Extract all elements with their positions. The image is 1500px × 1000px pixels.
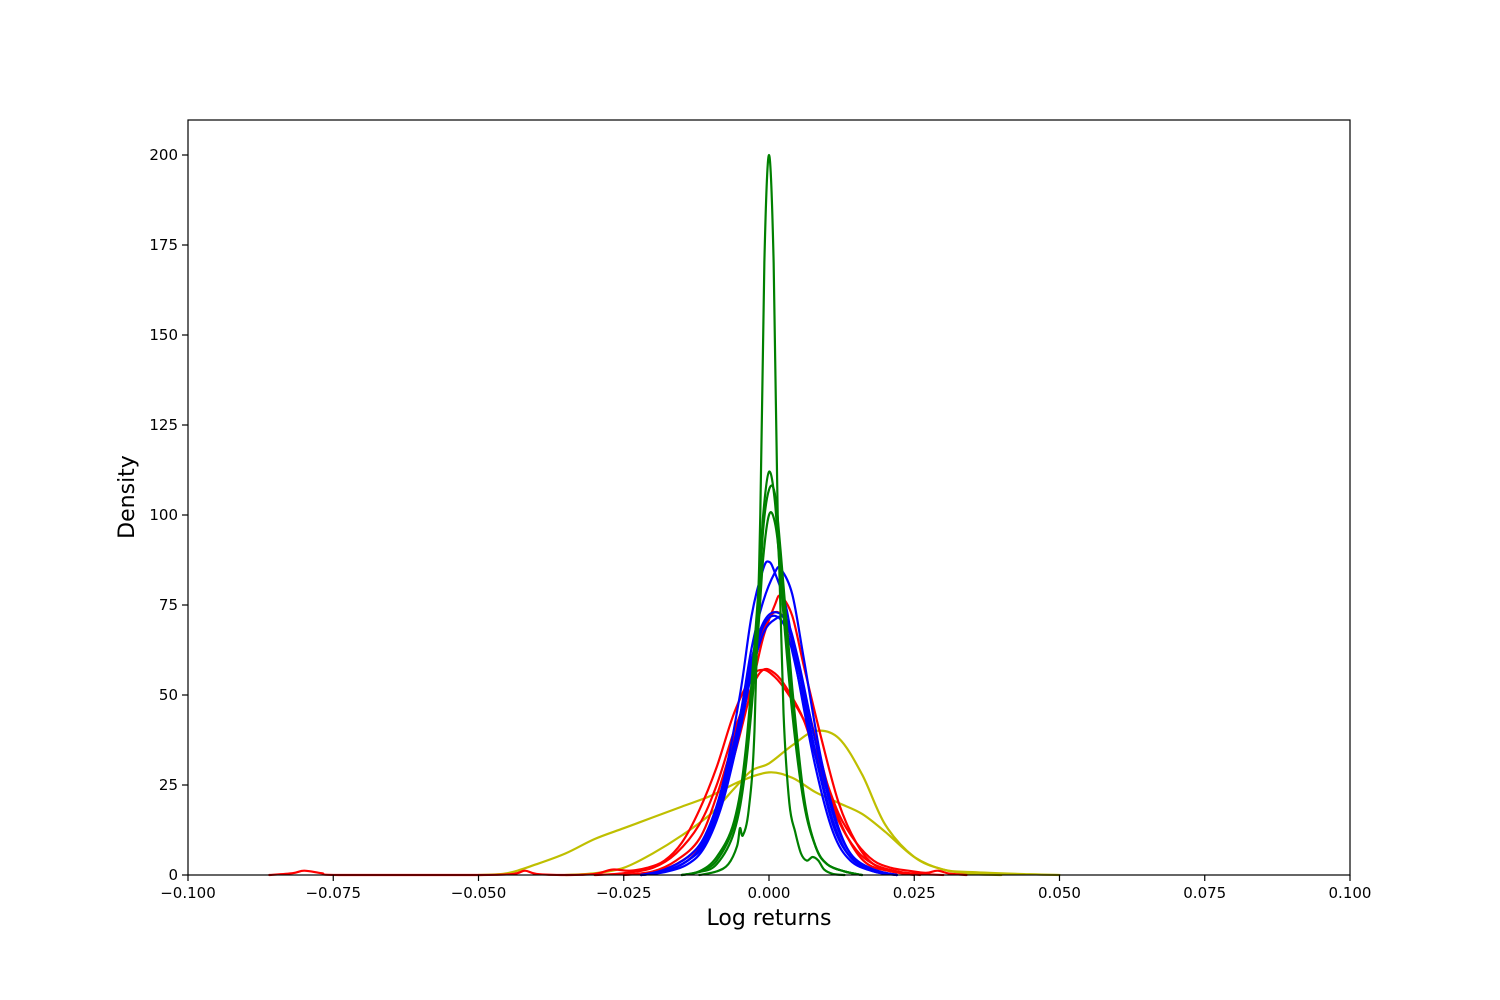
density-curve-1 <box>564 729 1003 877</box>
density-curve-15 <box>680 511 864 877</box>
x-tick-label: −0.100 <box>160 884 216 902</box>
x-tick-label: −0.050 <box>451 884 507 902</box>
density-curve-11 <box>640 614 898 877</box>
x-tick-label: 0.000 <box>748 884 791 902</box>
y-axis-label: Density <box>115 455 140 539</box>
y-tick-label: 25 <box>159 776 178 794</box>
x-tick-label: 0.025 <box>893 884 936 902</box>
density-curve-5 <box>622 610 916 877</box>
x-tick-label: 0.050 <box>1038 884 1081 902</box>
x-axis: −0.100 −0.075 −0.050 −0.025 0.000 0.025 0.050 0… <box>160 875 1371 902</box>
x-tick-label: −0.025 <box>596 884 652 902</box>
density-curve-6 <box>622 594 922 877</box>
y-tick-label: 175 <box>149 236 178 254</box>
y-tick-label: 75 <box>159 596 178 614</box>
y-tick-label: 200 <box>149 146 178 164</box>
y-tick-label: 125 <box>149 416 178 434</box>
density-curve-10 <box>640 614 898 877</box>
density-curve-2 <box>477 771 1061 877</box>
density-curve-7 <box>640 560 898 877</box>
y-tick-label: 50 <box>159 686 178 704</box>
density-curve-12 <box>698 153 846 877</box>
y-tick-label: 150 <box>149 326 178 344</box>
y-axis: 0 25 50 75 100 125 150 175 200 <box>149 146 188 884</box>
x-tick-label: 0.100 <box>1329 884 1372 902</box>
x-axis-label: Log returns <box>706 906 831 931</box>
x-tick-label: 0.075 <box>1183 884 1226 902</box>
plot-lines <box>268 153 1061 877</box>
y-tick-label: 100 <box>149 506 178 524</box>
x-tick-label: −0.075 <box>305 884 361 902</box>
density-curve-9 <box>640 611 898 877</box>
y-tick-label: 0 <box>168 866 178 884</box>
plot-frame <box>187 119 1351 876</box>
